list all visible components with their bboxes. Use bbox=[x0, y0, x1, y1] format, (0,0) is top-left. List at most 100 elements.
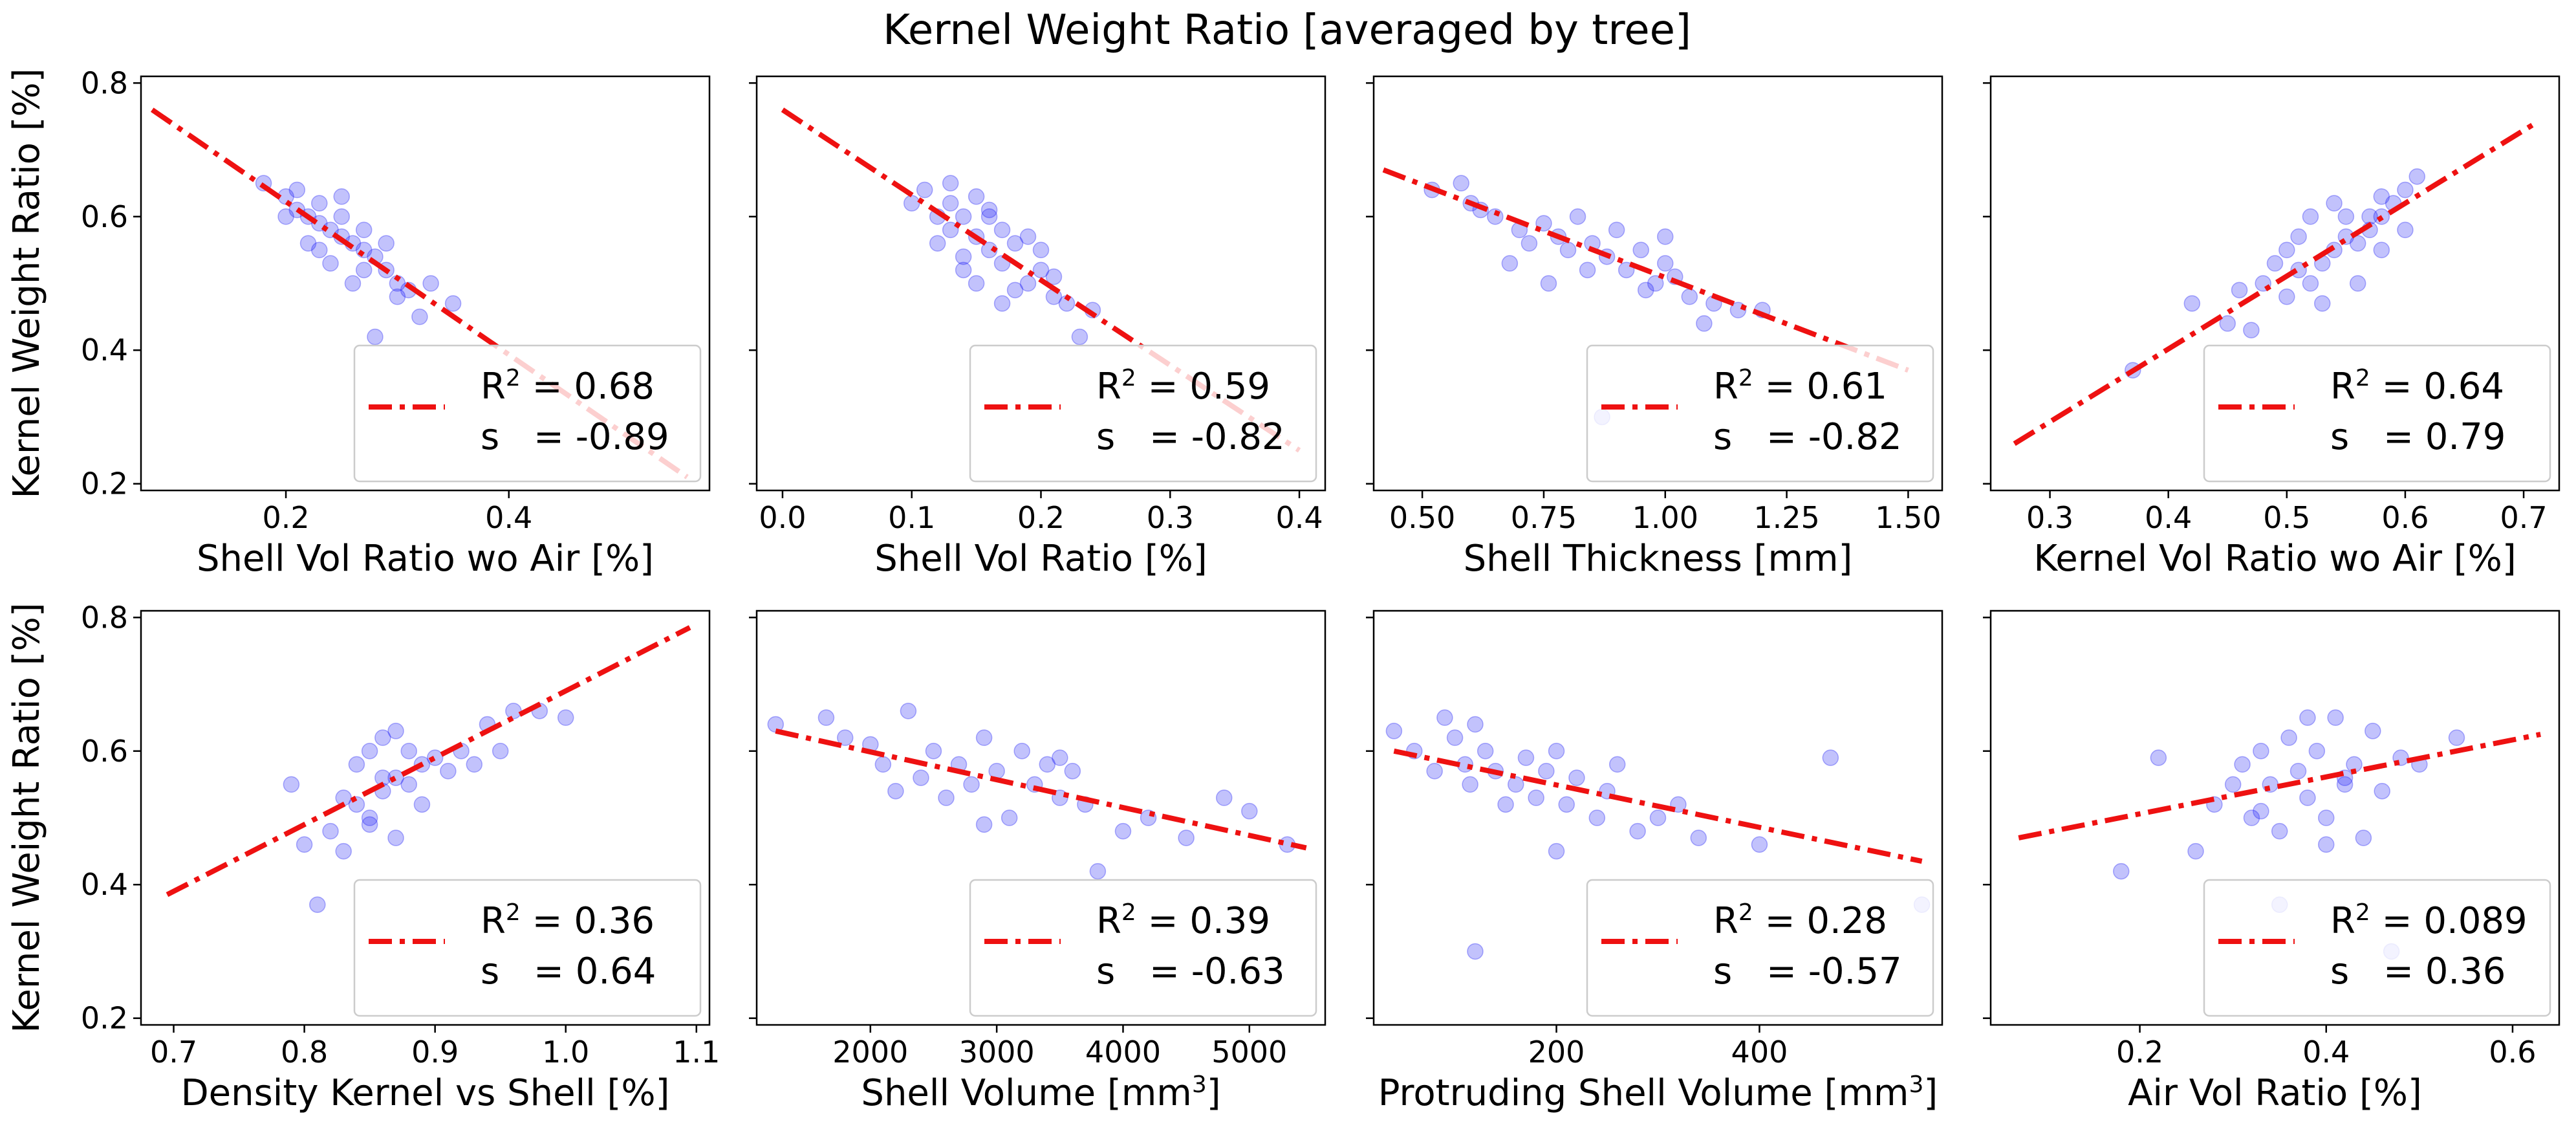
data-point bbox=[1045, 268, 1063, 285]
data-point bbox=[2373, 188, 2390, 205]
data-point bbox=[2408, 168, 2425, 185]
data-point bbox=[374, 729, 391, 746]
data-point bbox=[1569, 208, 1586, 225]
data-point bbox=[993, 221, 1011, 239]
data-point bbox=[913, 769, 929, 786]
data-point bbox=[916, 181, 933, 199]
x-tick-label: 1.25 bbox=[1753, 500, 1819, 535]
data-point bbox=[980, 241, 998, 259]
y-axis-label: Kernel Weight Ratio [%] bbox=[6, 602, 48, 1033]
data-point bbox=[1446, 729, 1464, 746]
data-point bbox=[2374, 782, 2390, 800]
panels: 0.2 0.4 0.2 0.4 0.6 0.8 Shell Vol Ratio wo Air… bbox=[6, 65, 2560, 1115]
data-point bbox=[2187, 842, 2204, 860]
data-point bbox=[2397, 181, 2414, 199]
data-point bbox=[2289, 762, 2307, 780]
data-point bbox=[2337, 208, 2355, 225]
data-point bbox=[1501, 255, 1519, 272]
legend-slope: s = -0.82 bbox=[1096, 416, 1285, 458]
data-point bbox=[1467, 716, 1484, 733]
axes-frame bbox=[1372, 75, 1943, 492]
data-point bbox=[836, 729, 854, 746]
x-tick-label: 0.6 bbox=[2381, 500, 2429, 535]
x-tick-label: 3000 bbox=[959, 1035, 1035, 1070]
scatter-points bbox=[2112, 709, 2465, 960]
axes-frame bbox=[140, 609, 711, 1026]
subplot-2: 0.0 0.1 0.2 0.3 0.4 Shell Vol Ratio [%] R2 = 0… bbox=[749, 75, 1326, 580]
subplot-1: 0.2 0.4 0.2 0.4 0.6 0.8 Shell Vol Ratio wo Air… bbox=[6, 65, 711, 580]
data-point bbox=[887, 782, 904, 800]
data-point bbox=[1558, 796, 1575, 813]
legend-r2: R2 = 0.36 bbox=[481, 899, 655, 943]
axes-frame bbox=[1372, 609, 1943, 1026]
x-tick-label: 0.7 bbox=[2500, 500, 2547, 535]
data-point bbox=[817, 709, 835, 726]
legend: R2 = 0.089 s = 0.36 bbox=[2203, 879, 2551, 1017]
data-point bbox=[361, 809, 378, 826]
data-point bbox=[2299, 709, 2316, 726]
x-axis-label: Shell Thickness [mm] bbox=[1464, 538, 1853, 580]
data-point bbox=[2327, 709, 2344, 726]
subplot-8: 0.2 0.4 0.6 Air Vol Ratio [%] R2 = 0.089 s = 0… bbox=[1983, 609, 2560, 1114]
x-tick-label: 0.2 bbox=[2116, 1035, 2163, 1070]
data-point bbox=[1548, 743, 1565, 760]
data-point bbox=[1453, 175, 1469, 192]
scatter-points bbox=[903, 175, 1101, 346]
data-point bbox=[2280, 729, 2297, 746]
x-tick-label: 4000 bbox=[1085, 1035, 1161, 1070]
data-point bbox=[1690, 829, 1707, 846]
data-point bbox=[378, 235, 395, 252]
data-point bbox=[1241, 802, 1258, 820]
legend: R2 = 0.36 s = 0.64 bbox=[353, 879, 702, 1017]
data-point bbox=[2219, 315, 2236, 332]
data-point bbox=[296, 836, 313, 853]
data-point bbox=[2318, 809, 2335, 826]
data-point bbox=[1751, 836, 1768, 853]
data-point bbox=[2302, 208, 2319, 225]
x-tick-label: 0.4 bbox=[485, 500, 532, 535]
y-tick-label: 0.8 bbox=[81, 600, 128, 635]
data-point bbox=[2302, 275, 2319, 292]
data-point bbox=[929, 235, 946, 252]
data-point bbox=[2243, 809, 2260, 826]
legend-r2: R2 = 0.089 bbox=[2330, 899, 2527, 943]
data-point bbox=[1467, 943, 1484, 960]
data-point bbox=[1681, 288, 1698, 305]
data-point bbox=[975, 816, 993, 833]
data-point bbox=[277, 208, 294, 225]
x-tick-label: 0.3 bbox=[1147, 500, 1194, 535]
y-tick-label: 0.6 bbox=[81, 199, 128, 234]
data-point bbox=[942, 175, 959, 192]
data-point bbox=[955, 208, 972, 225]
legend-r2: R2 = 0.61 bbox=[1713, 365, 1887, 408]
x-axis-label: Shell Volume [mm3] bbox=[861, 1071, 1220, 1115]
data-point bbox=[2308, 743, 2326, 760]
data-point bbox=[925, 743, 942, 760]
data-point bbox=[993, 295, 1011, 312]
data-point bbox=[367, 328, 384, 346]
data-point bbox=[413, 796, 431, 813]
data-point bbox=[333, 188, 350, 205]
data-point bbox=[333, 208, 350, 225]
data-point bbox=[1508, 776, 1524, 793]
fit-line bbox=[166, 625, 691, 897]
subplot-3: 0.50 0.75 1.00 1.25 1.50 Shell Thickness [mm]… bbox=[1366, 75, 1943, 580]
data-point bbox=[2290, 228, 2307, 245]
data-point bbox=[444, 295, 462, 312]
x-axis-label: Protruding Shell Volume [mm3] bbox=[1378, 1071, 1938, 1115]
legend-slope: s = -0.63 bbox=[1096, 950, 1285, 993]
data-point bbox=[422, 275, 439, 292]
x-axis-label: Shell Vol Ratio [%] bbox=[874, 538, 1207, 580]
data-point bbox=[1006, 281, 1024, 299]
x-tick-label: 0.4 bbox=[1275, 500, 1323, 535]
data-point bbox=[1064, 762, 1081, 780]
data-point bbox=[1588, 809, 1606, 826]
data-point bbox=[963, 776, 980, 793]
data-point bbox=[1649, 809, 1667, 826]
data-point bbox=[1114, 822, 1132, 840]
data-point bbox=[1001, 809, 1018, 826]
data-point bbox=[1822, 749, 1839, 766]
legend-box bbox=[1586, 344, 1934, 483]
